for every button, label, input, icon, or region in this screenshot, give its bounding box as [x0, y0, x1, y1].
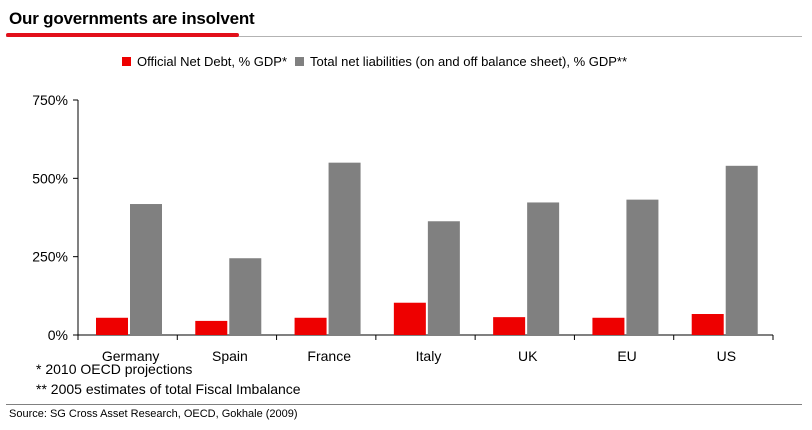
legend-label-total-net-liabilities: Total net liabilities (on and off balanc…: [310, 54, 628, 69]
footer-rule: [6, 404, 802, 405]
legend: Official Net Debt, % GDP* Total net liab…: [122, 54, 635, 69]
bar-chart: 0% 250% 500% 750% Germany Spain France Italy UK E…: [32, 92, 774, 364]
bar-total-net-liabilities: [229, 258, 262, 335]
bar-total-net-liabilities: [328, 162, 361, 335]
bar-total-net-liabilities: [626, 199, 659, 335]
x-tick-label: Germany: [102, 348, 160, 364]
y-tick-label: 0%: [48, 327, 68, 343]
bar-official-net-debt: [691, 314, 724, 335]
y-tick-label: 500%: [32, 170, 68, 186]
legend-item-total-net-liabilities: Total net liabilities (on and off balanc…: [295, 54, 627, 69]
y-tick-label: 250%: [32, 249, 68, 265]
bar-total-net-liabilities: [725, 165, 758, 335]
legend-label-official-net-debt: Official Net Debt, % GDP*: [137, 54, 288, 69]
bar-official-net-debt: [493, 317, 526, 335]
bar-official-net-debt: [195, 320, 228, 335]
bar-total-net-liabilities: [130, 204, 162, 335]
footnote-fiscal-imbalance: ** 2005 estimates of total Fiscal Imbala…: [36, 381, 301, 397]
x-tick-label: France: [307, 348, 351, 364]
bar-official-net-debt: [294, 317, 327, 335]
x-tick-label: US: [717, 348, 736, 364]
bar-total-net-liabilities: [527, 202, 560, 335]
chart-title: Our governments are insolvent: [9, 9, 255, 28]
x-tick-label: UK: [518, 348, 538, 364]
bar-official-net-debt: [393, 302, 426, 335]
bar-official-net-debt: [96, 317, 128, 335]
y-tick-label: 750%: [32, 92, 68, 108]
x-tick-label: Italy: [416, 348, 442, 364]
source-note: Source: SG Cross Asset Research, OECD, G…: [9, 408, 298, 420]
title-rule: [6, 36, 802, 37]
x-tick-label: Spain: [212, 348, 248, 364]
legend-swatch-grey: [295, 57, 305, 66]
legend-item-official-net-debt: Official Net Debt, % GDP*: [122, 54, 287, 69]
title-accent-bar: [6, 33, 239, 37]
x-tick-label: EU: [617, 348, 636, 364]
bar-official-net-debt: [592, 317, 625, 335]
footnote-oecd: * 2010 OECD projections: [36, 361, 193, 377]
bar-total-net-liabilities: [427, 221, 460, 335]
legend-swatch-red: [122, 57, 131, 66]
